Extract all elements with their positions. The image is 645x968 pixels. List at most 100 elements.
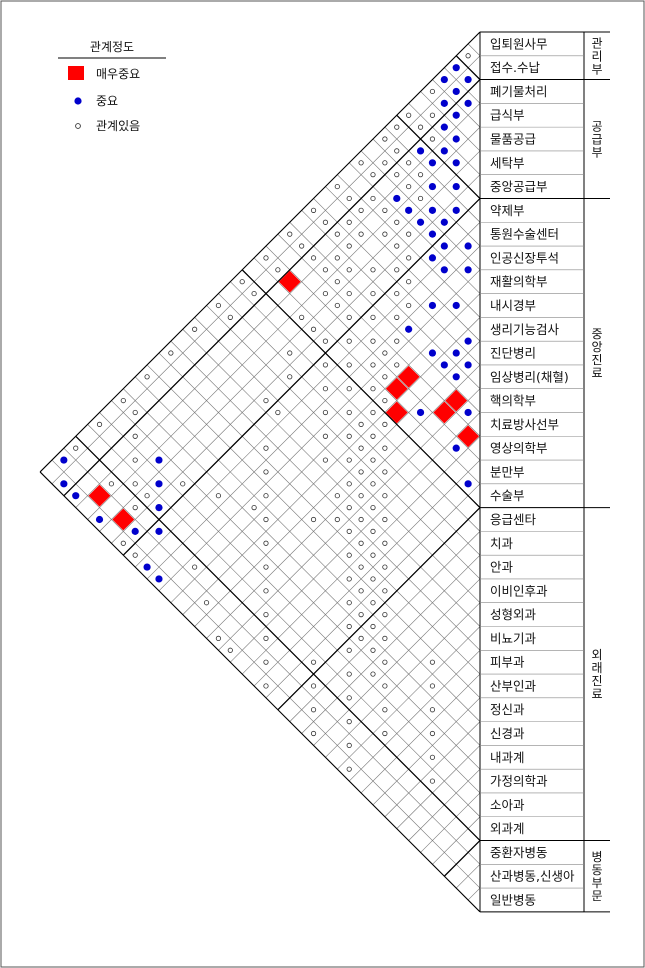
related-mark [310, 683, 317, 689]
related-mark [239, 279, 245, 285]
related-mark [382, 469, 388, 475]
related-mark [358, 231, 364, 237]
related-mark [394, 124, 400, 130]
related-mark [370, 386, 376, 392]
related-mark [346, 647, 352, 653]
related-mark [406, 231, 412, 237]
related-mark [370, 528, 376, 534]
related-mark [346, 695, 352, 701]
grid-line [467, 887, 481, 901]
department-labels: 입퇴원사무접수.수납폐기물처리급식부물품공급세탁부중앙공급부약제부통원수술센터인… [490, 36, 575, 907]
department-label: 세탁부 [490, 155, 525, 170]
important-mark [440, 361, 448, 369]
related-mark [370, 172, 376, 178]
grid-line [111, 400, 481, 770]
grid-line [253, 257, 481, 485]
grid-line [396, 745, 481, 829]
important-mark [452, 64, 460, 72]
important-mark [452, 373, 460, 381]
related-mark [346, 267, 352, 273]
important-mark [440, 75, 448, 84]
related-mark [96, 421, 103, 427]
grid-line [146, 364, 481, 699]
very-important-mark [112, 508, 135, 531]
related-mark [394, 362, 400, 368]
related-mark [370, 576, 376, 582]
department-label: 신경과 [490, 726, 525, 741]
related-mark [429, 707, 436, 713]
related-mark [382, 136, 388, 142]
related-mark [132, 433, 138, 439]
group-boundary-line [39, 31, 481, 473]
related-mark [263, 588, 269, 594]
department-label: 산과병동,신생아 [490, 869, 575, 884]
department-label: 약제부 [490, 203, 525, 218]
related-mark [108, 481, 115, 487]
very-important-mark [445, 389, 468, 412]
related-mark [322, 433, 329, 439]
department-label: 수술부 [490, 488, 525, 503]
related-mark [406, 279, 412, 285]
related-mark [310, 326, 317, 332]
related-mark [370, 504, 376, 511]
related-mark [358, 160, 364, 166]
grid-line [182, 329, 481, 627]
related-mark [382, 707, 388, 713]
important-mark [452, 182, 460, 191]
related-mark [346, 290, 352, 297]
legend-very-important-icon [68, 66, 84, 80]
related-mark [382, 374, 388, 380]
related-mark [358, 493, 364, 499]
related-mark [429, 754, 436, 760]
related-mark [406, 255, 412, 261]
related-mark [429, 136, 436, 142]
related-mark [322, 267, 329, 273]
related-mark [73, 445, 79, 451]
grid-line [230, 412, 481, 663]
important-mark [155, 480, 163, 488]
related-mark [382, 564, 388, 570]
important-mark [440, 99, 448, 107]
very-important-mark [433, 401, 456, 424]
related-mark [346, 314, 352, 320]
related-mark [346, 386, 352, 392]
related-mark [346, 528, 352, 534]
related-mark [334, 302, 340, 309]
important-mark [155, 527, 163, 535]
group-labels: 관 리 부공 급 부중 앙 진 료외 래 진 료병 동 부 문 [591, 36, 602, 903]
grid-line [325, 602, 481, 758]
related-mark [215, 493, 222, 499]
important-mark [60, 480, 68, 488]
related-mark [322, 338, 329, 344]
related-mark [358, 564, 364, 570]
related-mark [227, 647, 233, 653]
related-mark [346, 338, 352, 344]
department-label: 폐기물처리 [490, 84, 548, 99]
related-mark [429, 730, 436, 737]
related-mark [120, 397, 126, 404]
important-mark [452, 349, 460, 357]
related-mark [370, 600, 376, 606]
related-mark [370, 338, 376, 344]
important-mark [416, 408, 425, 417]
related-mark [322, 386, 329, 392]
important-mark [464, 361, 472, 369]
related-mark [429, 778, 436, 784]
grid-line [170, 340, 481, 651]
related-mark [132, 457, 138, 463]
important-mark [428, 349, 437, 357]
important-mark [464, 480, 472, 488]
grid-line [182, 317, 481, 615]
grid-line [206, 364, 481, 639]
related-mark [263, 540, 269, 546]
grid-line [384, 126, 481, 223]
related-mark [287, 231, 293, 237]
grid-line [325, 186, 481, 342]
related-mark [227, 314, 233, 320]
important-mark [452, 301, 460, 310]
related-mark [370, 481, 376, 487]
grid-line [301, 210, 481, 389]
related-mark [310, 516, 317, 523]
